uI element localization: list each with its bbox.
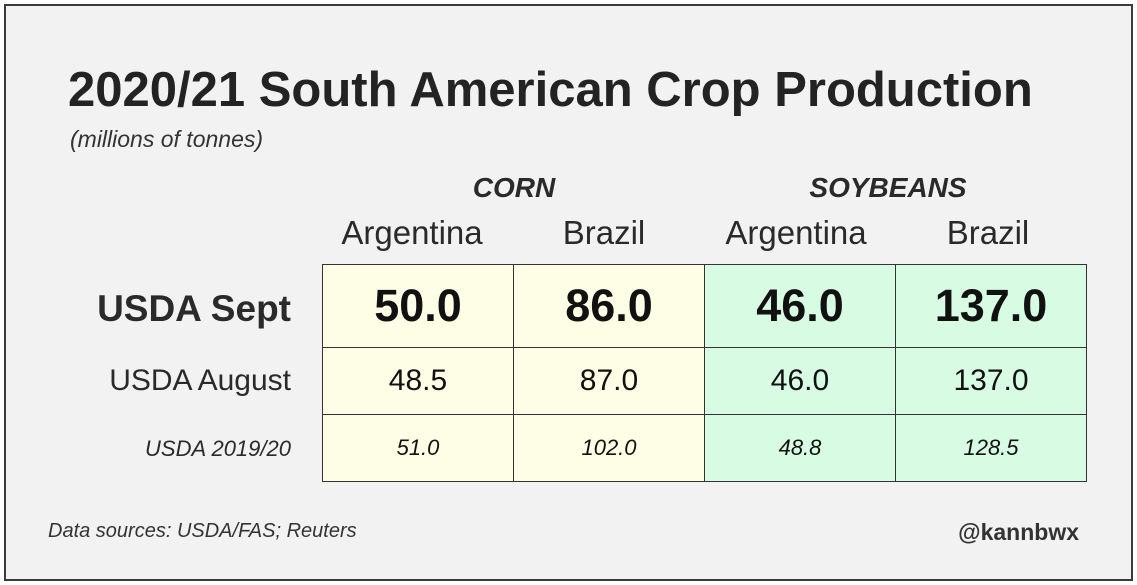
data-table: 50.0 86.0 46.0 137.0 48.5 87.0 46.0 137.… [322,264,1087,482]
group-header-soybeans: SOYBEANS [809,172,967,203]
row-label-usda-sept: USDA Sept [97,288,291,329]
table-row: 48.5 87.0 46.0 137.0 [322,347,1087,415]
table-row: 50.0 86.0 46.0 137.0 [322,264,1087,348]
cell-2019-20-soy-argentina: 48.8 [704,414,896,482]
cell-sept-corn-brazil: 86.0 [513,264,705,348]
column-header-corn-brazil: Brazil [562,214,646,251]
column-header-corn-argentina: Argentina [341,214,483,251]
cell-sept-soy-brazil: 137.0 [895,264,1087,348]
cell-2019-20-soy-brazil: 128.5 [895,414,1087,482]
table-row: 51.0 102.0 48.8 128.5 [322,414,1087,482]
cell-august-soy-argentina: 46.0 [704,347,896,415]
cell-august-soy-brazil: 137.0 [895,347,1087,415]
column-header-soybeans-argentina: Argentina [725,214,867,251]
cell-august-corn-brazil: 87.0 [513,347,705,415]
row-label-usda-2019-20: USDA 2019/20 [145,436,291,461]
cell-sept-corn-argentina: 50.0 [322,264,514,348]
cell-august-corn-argentina: 48.5 [322,347,514,415]
row-label-usda-august: USDA August [109,364,291,397]
cell-sept-soy-argentina: 46.0 [704,264,896,348]
data-source-note: Data sources: USDA/FAS; Reuters [48,520,357,542]
chart-subtitle: (millions of tonnes) [70,126,264,152]
author-handle: @kannbwx [958,519,1079,545]
cell-2019-20-corn-argentina: 51.0 [322,414,514,482]
cell-2019-20-corn-brazil: 102.0 [513,414,705,482]
chart-title: 2020/21 South American Crop Production [68,63,1033,117]
chart-frame: 2020/21 South American Crop Production (… [4,4,1133,581]
group-header-corn: CORN [472,172,556,203]
column-header-soybeans-brazil: Brazil [946,214,1030,251]
